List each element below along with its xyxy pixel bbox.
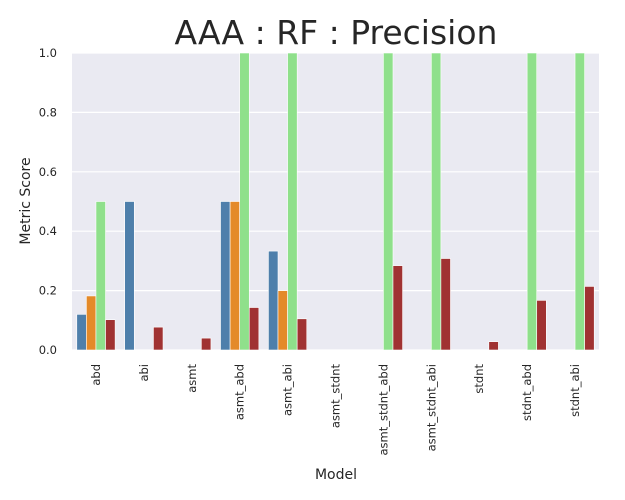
bar-asmt-s4 xyxy=(201,337,212,351)
x-tick-label: asmt xyxy=(185,364,199,393)
x-tick-label: asmt_stdnt_abd xyxy=(376,364,390,456)
bar-stdnt_abd-s4 xyxy=(536,300,547,351)
x-tick-label: asmt_abd xyxy=(233,364,247,420)
bar-abd-s3 xyxy=(95,201,106,351)
bar-asmt_stdnt_abd-s3 xyxy=(383,52,394,351)
x-tick-label: stdnt_abi xyxy=(568,364,582,417)
bar-abi-s4 xyxy=(153,326,164,351)
x-tick-label: asmt_stdnt_abi xyxy=(424,364,438,451)
bar-abi-s1 xyxy=(124,201,135,351)
x-tick-label: stdnt_abd xyxy=(520,364,534,421)
x-tick-label: abi xyxy=(137,364,151,382)
y-axis-label: Metric Score xyxy=(18,157,34,244)
x-tick-label: asmt_stdnt xyxy=(329,364,343,429)
bar-asmt_abd-s1 xyxy=(220,201,231,351)
bar-abd-s1 xyxy=(76,314,87,351)
chart-title: AAA : RF : Precision xyxy=(175,13,498,52)
plot-background xyxy=(72,53,599,350)
bar-asmt_abi-s3 xyxy=(287,52,298,351)
bar-abd-s4 xyxy=(105,319,116,351)
x-ticks: abd abi asmt asmt_abd asmt_abi asmt_stdnt asmt… xyxy=(89,364,582,456)
bar-stdnt-s4 xyxy=(488,341,499,351)
bar-stdnt_abi-s3 xyxy=(574,52,585,351)
bar-asmt_stdnt_abd-s4 xyxy=(392,265,403,351)
bar-asmt_abi-s2 xyxy=(277,290,288,351)
bar-stdnt_abi-s4 xyxy=(584,286,595,351)
y-ticks: 0.0 0.2 0.4 0.6 0.8 1.0 xyxy=(39,46,57,357)
x-tick-label: asmt_abi xyxy=(281,364,295,416)
y-tick-label: 0.2 xyxy=(39,284,57,298)
bar-asmt_stdnt_abi-s3 xyxy=(431,52,442,351)
bar-abd-s2 xyxy=(86,295,97,351)
x-axis-label: Model xyxy=(315,467,357,483)
bar-stdnt_abd-s3 xyxy=(526,52,538,351)
y-tick-label: 0.8 xyxy=(39,105,57,119)
y-tick-label: 1.0 xyxy=(39,46,57,60)
bar-asmt_stdnt_abi-s4 xyxy=(440,258,451,351)
bars xyxy=(76,52,595,351)
grid-lines xyxy=(72,52,599,351)
bar-asmt_abd-s2 xyxy=(229,201,240,351)
y-tick-label: 0.4 xyxy=(39,224,57,238)
bar-asmt_abd-s3 xyxy=(239,52,250,351)
bar-asmt_abd-s4 xyxy=(248,307,260,351)
bar-asmt_abi-s4 xyxy=(296,318,308,351)
x-tick-label: abd xyxy=(89,364,103,386)
x-tick-label: stdnt xyxy=(472,364,486,394)
bar-asmt_abi-s1 xyxy=(268,250,279,351)
y-tick-label: 0.6 xyxy=(39,165,57,179)
y-tick-label: 0.0 xyxy=(39,343,57,357)
